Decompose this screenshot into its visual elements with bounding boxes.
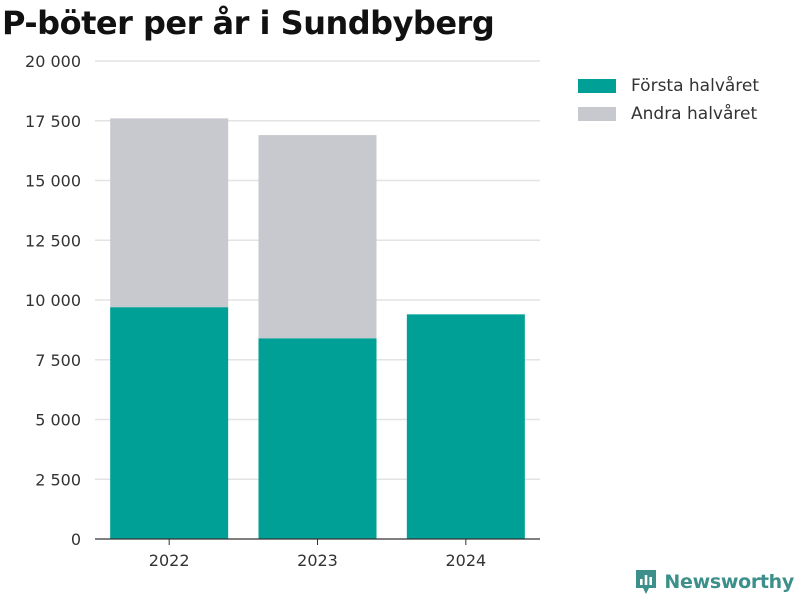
legend-swatch-forsta-halvaret <box>578 79 616 93</box>
y-tick-label: 17 500 <box>25 112 81 131</box>
bar-2023-series-0 <box>258 338 377 539</box>
brand-logo: Newsworthy <box>634 568 794 596</box>
legend-item-andra-halvaret: Andra halvåret <box>578 100 759 128</box>
y-axis-ticks: 0 2 500 5 000 7 500 10 000 12 500 15 000 17 500… <box>25 52 81 549</box>
bar-2024-series-0 <box>406 314 525 539</box>
legend-label: Andra halvåret <box>631 104 758 124</box>
bar-2023-series-1 <box>258 135 377 339</box>
x-tick-label: 2023 <box>297 551 338 570</box>
legend-swatch-andra-halvaret <box>578 107 616 121</box>
legend-label: Första halvåret <box>631 76 760 96</box>
bars <box>110 118 525 539</box>
y-tick-label: 0 <box>71 530 81 549</box>
bar-chart-badge-icon <box>636 570 657 594</box>
y-tick-label: 12 500 <box>25 231 81 250</box>
bar-2022-series-0 <box>110 307 229 539</box>
y-tick-label: 10 000 <box>25 291 81 310</box>
y-tick-label: 20 000 <box>25 52 81 71</box>
x-tick-label: 2024 <box>445 551 486 570</box>
y-tick-label: 7 500 <box>35 351 81 370</box>
legend: Första halvåret Andra halvåret <box>578 72 759 128</box>
brand-name: Newsworthy <box>664 571 794 593</box>
chart-title: P-böter per år i Sundbyberg <box>2 4 495 42</box>
legend-item-forsta-halvaret: Första halvåret <box>578 72 759 100</box>
y-tick-label: 2 500 <box>35 470 81 489</box>
y-tick-label: 5 000 <box>35 411 81 430</box>
x-axis-ticks: 2022 2023 2024 <box>149 539 486 570</box>
x-tick-label: 2022 <box>149 551 190 570</box>
bar-2022-series-1 <box>110 118 229 308</box>
y-tick-label: 15 000 <box>25 172 81 191</box>
